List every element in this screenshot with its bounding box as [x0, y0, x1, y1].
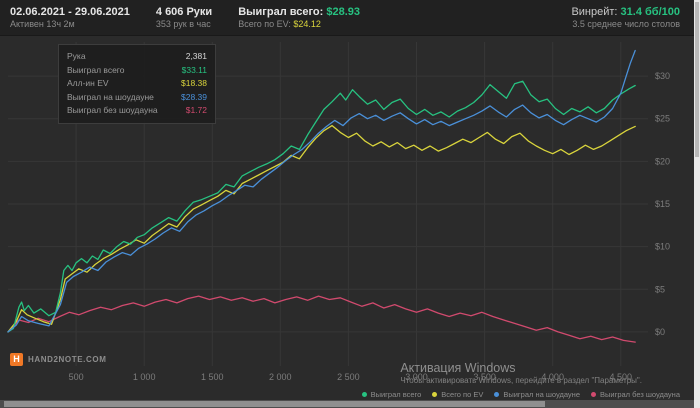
- ev-total-value: $24.12: [293, 18, 321, 29]
- svg-text:2 500: 2 500: [337, 372, 360, 382]
- svg-text:500: 500: [69, 372, 84, 382]
- horizontal-scrollbar-thumb[interactable]: [4, 401, 546, 407]
- hand2note-logo-icon: H: [10, 353, 23, 366]
- winrate-label: Винрейт:: [571, 5, 618, 18]
- svg-text:$5: $5: [655, 284, 665, 294]
- svg-text:4 500: 4 500: [610, 372, 633, 382]
- legend-dot-icon: [591, 392, 596, 397]
- chart-legend: Выиграл всего Всего по EV Выиграл на шоуда…: [351, 390, 680, 399]
- svg-text:1 000: 1 000: [133, 372, 156, 382]
- date-range: 02.06.2021 - 29.06.2021: [10, 5, 130, 18]
- horizontal-scrollbar[interactable]: [0, 400, 694, 408]
- hands-per-hour: 353 рук в час: [155, 18, 211, 29]
- stats-header: 02.06.2021 - 29.06.2021 Активен 13ч 2м 4…: [0, 0, 694, 36]
- legend-dot-icon: [361, 392, 367, 397]
- avg-tables: 3.5 среднее число столов: [572, 18, 680, 29]
- tooltip-row-label: Выиграл без шоудауна: [67, 105, 158, 115]
- winnings-block: Выиграл всего: $28.93 Всего по EV: $24.1…: [238, 6, 360, 30]
- svg-text:$30: $30: [655, 71, 670, 81]
- svg-text:3 500: 3 500: [473, 372, 496, 382]
- hand2note-logo: H HAND2NOTE.COM: [10, 353, 106, 366]
- hand2note-logo-text: HAND2NOTE.COM: [28, 355, 107, 364]
- svg-text:1 500: 1 500: [201, 372, 224, 382]
- legend-dot-icon: [432, 392, 438, 397]
- legend-item-label: Всего по EV: [441, 390, 484, 399]
- svg-text:$0: $0: [655, 327, 665, 337]
- date-range-block: 02.06.2021 - 29.06.2021 Активен 13ч 2м: [10, 6, 130, 30]
- hands-count: 4 606 Руки: [155, 5, 213, 18]
- ev-total-line: Всего по EV: $24.12: [238, 19, 360, 30]
- legend-item-label: Выиграл всего: [370, 390, 422, 399]
- tooltip-row-value: $28.39: [181, 91, 207, 102]
- won-total-value: $28.93: [326, 5, 361, 18]
- winrate-line: Винрейт: 31.4 бб/100: [571, 6, 680, 19]
- svg-text:4 000: 4 000: [541, 372, 564, 382]
- chart-tooltip-rows: Рука 2,381 Выиграл всего $33.11 Алл-ин EV $18…: [67, 50, 207, 118]
- tooltip-row: Алл-ин EV $18.38: [67, 77, 207, 91]
- hands-block: 4 606 Руки 353 рук в час: [156, 6, 212, 30]
- chart-tooltip: Рука 2,381 Выиграл всего $33.11 Алл-ин EV $18…: [58, 44, 216, 124]
- svg-text:$10: $10: [655, 242, 670, 252]
- legend-item[interactable]: Выиграл на шоудауне: [494, 390, 580, 399]
- won-total-line: Выиграл всего: $28.93: [238, 6, 360, 19]
- tooltip-row-value: 2,381: [185, 51, 207, 61]
- tooltip-row-value: $33.11: [181, 64, 207, 75]
- svg-text:$20: $20: [655, 156, 670, 166]
- tooltip-row: Выиграл всего $33.11: [67, 64, 207, 78]
- tooltip-row-value: $18.38: [181, 78, 207, 88]
- winnings-graph: 500 1 000 1 500 2 000 2 500 3 000 3 500 4 000 4 …: [0, 36, 694, 400]
- svg-text:2 000: 2 000: [269, 372, 292, 382]
- svg-text:3 000: 3 000: [405, 372, 428, 382]
- legend-item[interactable]: Выиграл всего: [361, 390, 422, 399]
- winrate-value: 31.4 бб/100: [620, 5, 680, 18]
- tooltip-row-label: Рука: [67, 51, 86, 61]
- ev-total-label: Всего по EV:: [238, 18, 291, 29]
- tooltip-row: Выиграл без шоудауна $1.72: [67, 104, 207, 118]
- tooltip-row: Выиграл на шоудауне $28.39: [67, 91, 207, 105]
- svg-text:$15: $15: [655, 199, 670, 209]
- active-time: Активен 13ч 2м: [10, 18, 75, 29]
- svg-text:$25: $25: [655, 114, 670, 124]
- vertical-scrollbar[interactable]: [694, 0, 700, 408]
- legend-item-label: Выиграл без шоудауна: [600, 390, 680, 399]
- vertical-scrollbar-thumb[interactable]: [695, 2, 699, 158]
- tooltip-row-label: Алл-ин EV: [67, 78, 109, 88]
- legend-item[interactable]: Всего по EV: [432, 390, 483, 399]
- won-total-label: Выиграл всего:: [238, 5, 324, 18]
- legend-item[interactable]: Выиграл без шоудауна: [591, 390, 680, 399]
- tooltip-row: Рука 2,381: [67, 50, 207, 64]
- tooltip-row-label: Выиграл всего: [67, 64, 125, 75]
- winrate-block: Винрейт: 31.4 бб/100 3.5 среднее число с…: [571, 6, 680, 30]
- legend-dot-icon: [494, 392, 500, 397]
- tooltip-row-label: Выиграл на шоудауне: [67, 91, 154, 102]
- tooltip-row-value: $1.72: [185, 105, 207, 115]
- legend-item-label: Выиграл на шоудауне: [503, 390, 580, 399]
